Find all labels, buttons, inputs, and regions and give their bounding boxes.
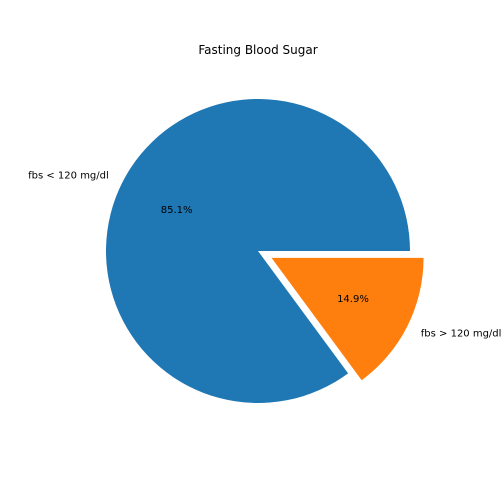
pie-slice-0 xyxy=(105,99,410,404)
slice-percent-0: 85.1% xyxy=(161,205,193,216)
slice-percent-1: 14.9% xyxy=(337,294,369,305)
chart-title: Fasting Blood Sugar xyxy=(198,43,317,57)
slice-label-0: fbs < 120 mg/dl xyxy=(28,171,109,182)
pie-labels: fbs < 120 mg/dl 85.1% fbs > 120 mg/dl 14.9% xyxy=(28,171,501,340)
slice-label-1: fbs > 120 mg/dl xyxy=(421,328,502,339)
pie-slices xyxy=(105,99,424,404)
pie-slice-1 xyxy=(271,257,424,381)
